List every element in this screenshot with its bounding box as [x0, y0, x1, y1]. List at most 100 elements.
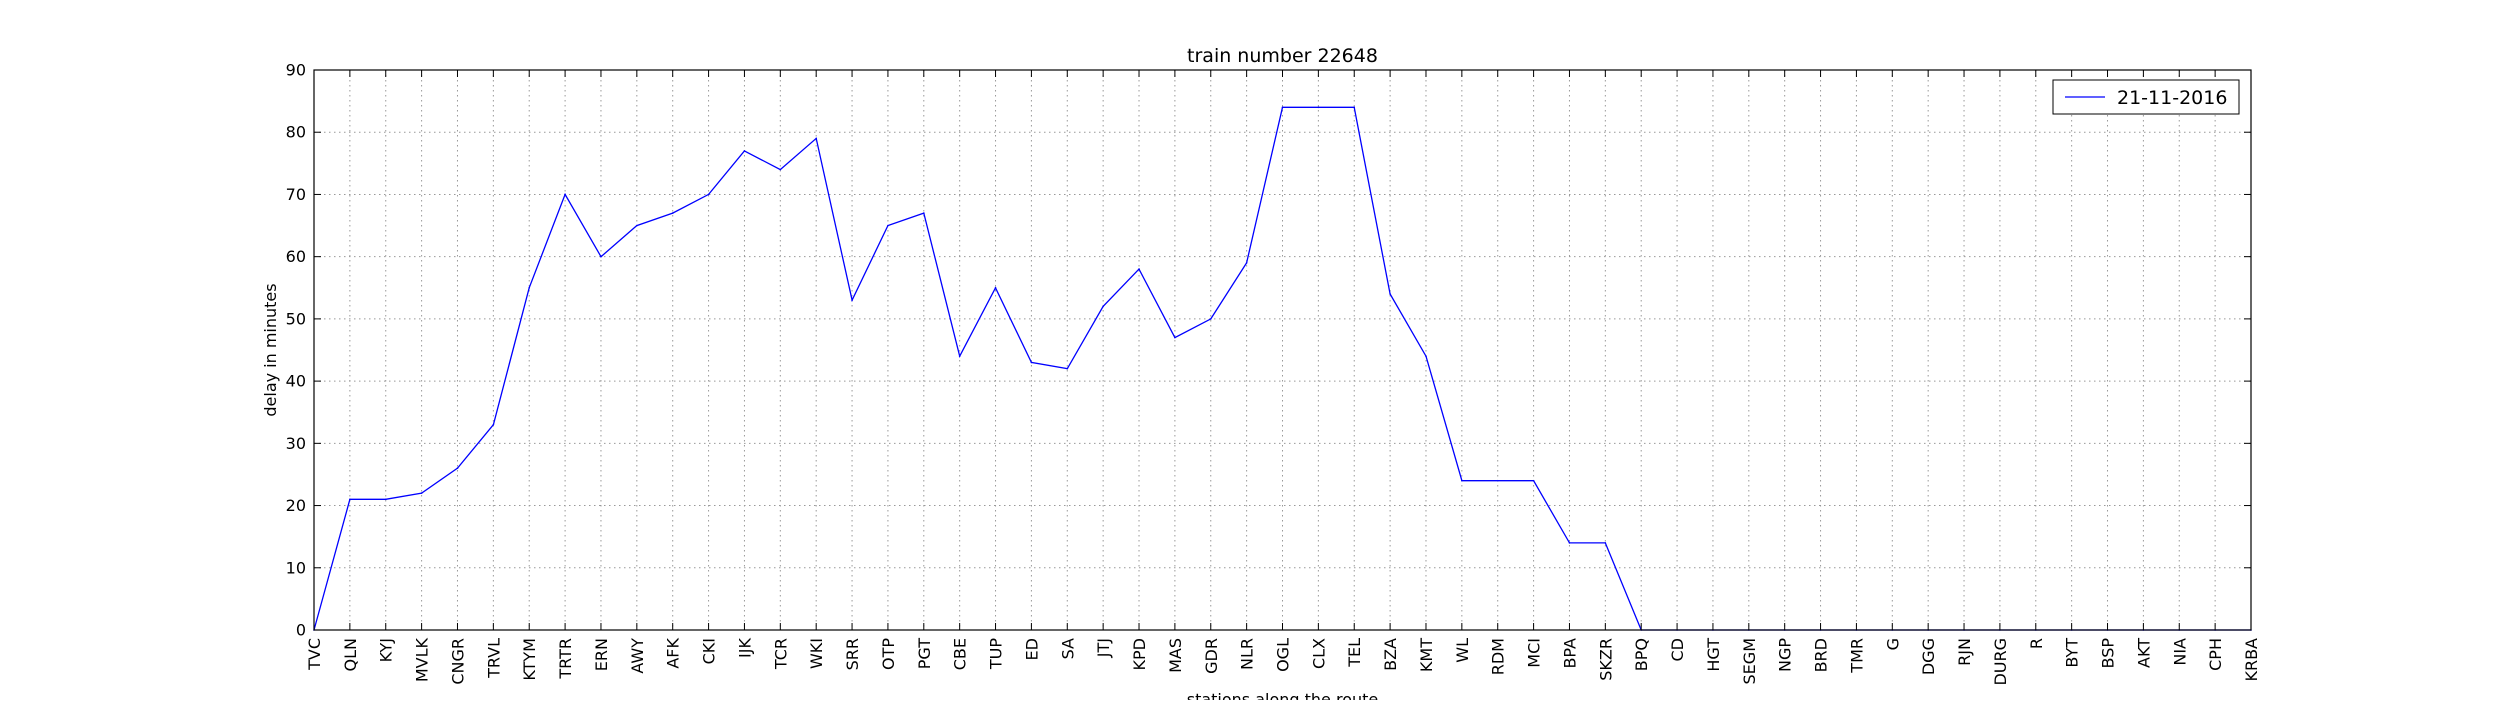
data-point — [779, 168, 782, 171]
x-tick-label: SA — [1058, 638, 1077, 659]
data-point — [707, 193, 710, 196]
x-tick-label: MCI — [1525, 638, 1544, 668]
x-tick-label: PGT — [915, 638, 934, 669]
data-point — [815, 137, 817, 140]
x-tick-label: KTYM — [520, 638, 539, 681]
x-tick-label: BPQ — [1632, 638, 1651, 671]
x-tick-label: TVC — [305, 638, 324, 671]
data-point — [456, 467, 459, 470]
x-tick-label: BYT — [2063, 638, 2082, 668]
x-tick-label: CPH — [2206, 638, 2225, 671]
x-tick-label: KYJ — [377, 638, 396, 662]
x-tick-label: CNGR — [448, 638, 467, 685]
x-tick-label: CLX — [1309, 638, 1328, 669]
data-point — [636, 224, 638, 227]
data-point — [528, 286, 531, 289]
x-tick-label: GDR — [1202, 638, 1221, 674]
data-point — [600, 255, 602, 258]
legend: 21-11-2016 — [2052, 79, 2240, 115]
x-tick-label: RDM — [1489, 638, 1508, 675]
x-tick-label: ERN — [592, 638, 611, 671]
data-point — [1568, 542, 1571, 544]
x-tick-label: WL — [1453, 638, 1472, 663]
data-point — [492, 423, 495, 426]
data-point — [1461, 479, 1463, 482]
x-tick-label: TRTR — [556, 638, 575, 680]
x-tick-label: OTP — [879, 638, 898, 670]
legend-label: 21-11-2016 — [2117, 87, 2227, 109]
x-axis-ticks: TVC QLN KYJ MVLK CNGR TRVL KTYM TRTR ERN AWY AFK CK… — [305, 70, 2261, 686]
x-tick-label: AKT — [2134, 638, 2153, 668]
x-tick-label: SRR — [843, 638, 862, 670]
data-point — [851, 299, 853, 302]
data-point — [1066, 367, 1069, 370]
data-point — [1532, 479, 1535, 482]
x-tick-label: MVLK — [413, 637, 432, 682]
data-point — [1245, 262, 1248, 264]
data-point — [994, 286, 997, 289]
y-axis-label: delay in minutes — [261, 283, 280, 416]
x-tick-label: SEGM — [1740, 638, 1759, 684]
x-tick-label: BRD — [1812, 638, 1831, 672]
y-tick-label: 20 — [286, 496, 306, 515]
x-tick-label: SKZR — [1596, 638, 1615, 681]
x-tick-label: CBE — [951, 638, 970, 670]
x-tick-label: JTJ — [1094, 638, 1113, 658]
x-tick-label: BPA — [1560, 638, 1579, 669]
data-point — [1281, 106, 1284, 109]
x-tick-label: BZA — [1381, 638, 1400, 671]
x-tick-label: TUP — [987, 638, 1006, 670]
data-point — [922, 212, 925, 214]
x-tick-label: HGT — [1704, 638, 1723, 672]
data-point — [564, 193, 566, 196]
y-tick-label: 10 — [286, 558, 306, 577]
x-tick-label: DURG — [1991, 638, 2010, 686]
y-tick-label: 80 — [286, 123, 306, 142]
x-tick-label: AFK — [664, 637, 683, 668]
data-point — [1496, 479, 1499, 482]
y-tick-label: 30 — [286, 434, 306, 453]
x-tick-label: NIA — [2170, 638, 2189, 666]
data-point — [1604, 542, 1607, 544]
data-point — [1317, 106, 1320, 109]
x-tick-label: QLN — [341, 638, 360, 671]
y-tick-label: 50 — [286, 309, 306, 328]
grid-lines — [313, 69, 2252, 631]
x-tick-label: NLR — [1238, 638, 1257, 670]
x-tick-label: MAS — [1166, 638, 1185, 673]
x-tick-label: KMT — [1417, 638, 1436, 672]
x-tick-label: RJN — [1955, 638, 1974, 666]
data-point — [1389, 293, 1391, 295]
y-tick-label: 40 — [286, 372, 306, 391]
data-point — [1030, 361, 1033, 364]
x-tick-label: TCR — [771, 638, 790, 670]
x-tick-label: DGG — [1919, 638, 1938, 675]
x-tick-label: R — [2027, 638, 2046, 649]
data-point — [1138, 268, 1140, 270]
data-point — [420, 492, 423, 494]
data-point — [671, 212, 674, 214]
x-tick-label: KRBA — [2242, 638, 2261, 682]
data-point — [958, 355, 961, 358]
x-axis-label: stations along the route — [1187, 690, 1379, 700]
x-tick-label: CKI — [700, 638, 719, 664]
y-tick-label: 0 — [296, 621, 306, 640]
y-tick-label: 90 — [286, 61, 306, 80]
x-tick-label: IJK — [735, 638, 754, 658]
data-point — [349, 498, 351, 501]
x-tick-label: AWY — [628, 638, 647, 674]
x-tick-label: WKI — [807, 638, 826, 669]
data-point — [1425, 355, 1427, 358]
x-tick-label: CD — [1668, 638, 1687, 662]
x-tick-label: NGP — [1776, 638, 1795, 672]
x-tick-label: TEL — [1345, 638, 1364, 668]
data-point — [384, 498, 387, 501]
data-point — [1209, 318, 1212, 320]
data-point — [1102, 305, 1104, 308]
x-tick-label: ED — [1022, 638, 1041, 660]
x-tick-label: TMR — [1847, 638, 1866, 674]
x-tick-label: BSP — [2099, 638, 2118, 669]
data-point — [1353, 106, 1356, 109]
